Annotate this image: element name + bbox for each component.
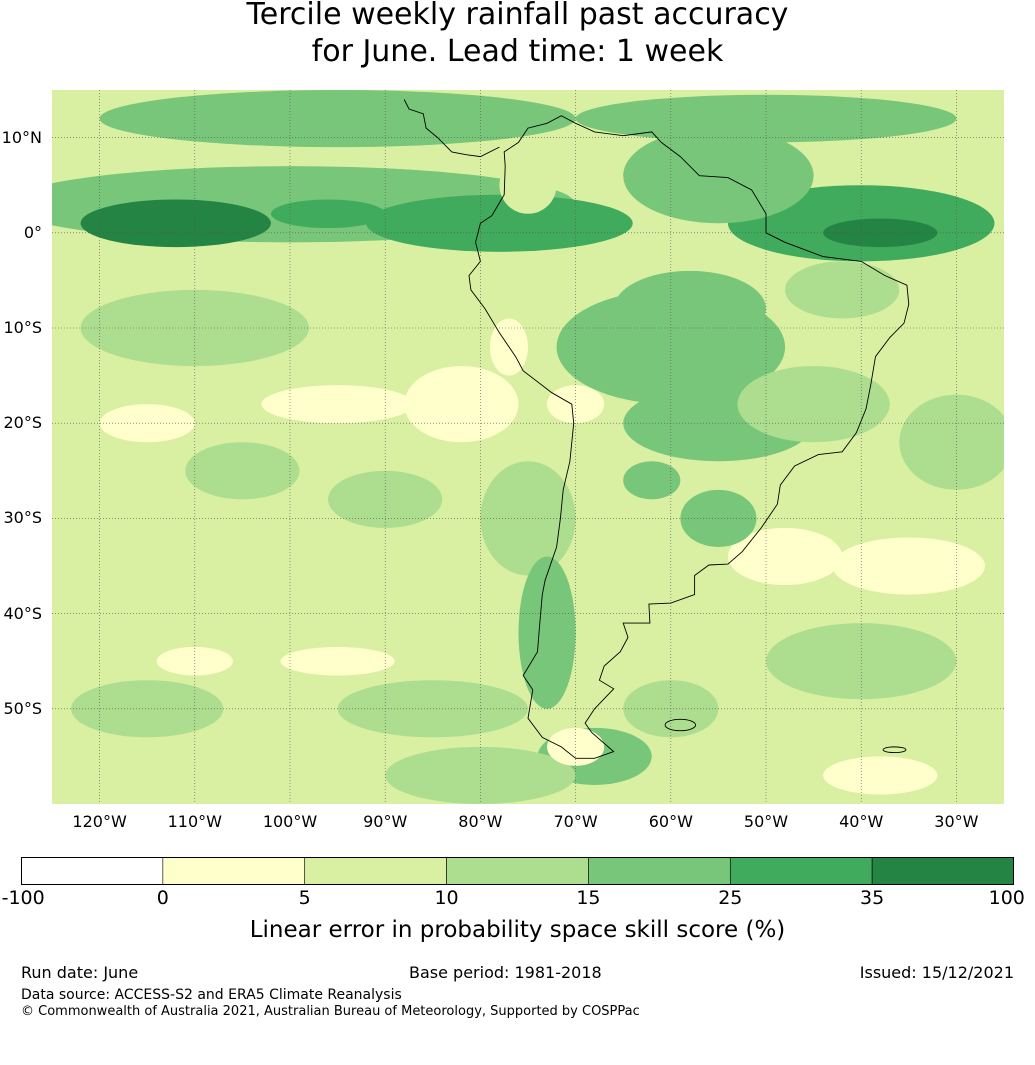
skill-region [80, 199, 271, 248]
colorbar-bin [729, 857, 873, 885]
skill-region [766, 623, 957, 700]
colorbar-bin [446, 857, 589, 885]
colorbar-bin [304, 857, 447, 885]
latitude-label: 0° [23, 222, 42, 242]
skill-region [280, 646, 395, 676]
colorbar-tick-label: -100 [1, 887, 45, 909]
colorbar-tick-label: 10 [434, 887, 459, 909]
longitude-label: 30°W [934, 812, 979, 831]
issued-date: Issued: 15/12/2021 [859, 963, 1014, 982]
chart-title-line-2: for June. Lead time: 1 week [311, 34, 724, 69]
colorbar-tick-label: 0 [156, 887, 169, 909]
latitude-label: 30°S [3, 508, 42, 528]
graticule [52, 90, 1004, 804]
skill-region [575, 94, 957, 143]
skill-region [623, 461, 681, 500]
skill-region [328, 470, 443, 528]
colorbar-bin [588, 857, 731, 885]
longitude-label: 60°W [648, 812, 693, 831]
skill-region [623, 128, 814, 224]
colorbar-bin [871, 857, 1014, 885]
longitude-label: 110°W [167, 812, 222, 831]
skill-region [613, 270, 767, 348]
skill-region [785, 261, 900, 319]
skill-region [185, 442, 300, 500]
skill-region [499, 156, 557, 214]
longitude-label: 90°W [363, 812, 408, 831]
latitude-label: 40°S [3, 603, 42, 623]
skill-region [823, 756, 938, 795]
skill-score-map [52, 90, 1004, 804]
colorbar [21, 857, 1014, 885]
skill-region [261, 385, 414, 424]
skill-region [366, 194, 633, 252]
skill-region [547, 385, 605, 424]
south-america-coastline [468, 115, 910, 759]
skill-region [404, 366, 519, 443]
copyright: © Commonwealth of Australia 2021, Austra… [21, 1004, 640, 1019]
longitude-label: 70°W [553, 812, 598, 831]
latitude-label: 10°N [1, 127, 42, 147]
latitude-label: 50°S [3, 698, 42, 718]
central-america-coastline [403, 99, 500, 158]
longitude-label: 100°W [262, 812, 318, 831]
skill-region [99, 90, 576, 148]
colorbar-tick-label: 35 [860, 887, 885, 909]
longitude-label: 40°W [839, 812, 884, 831]
south-georgia [882, 746, 907, 754]
colorbar-bin [21, 857, 164, 885]
base-period: Base period: 1981-2018 [409, 963, 602, 982]
skill-region [547, 727, 605, 766]
data-source: Data source: ACCESS-S2 and ERA5 Climate … [21, 987, 402, 1003]
latitude-label: 10°S [3, 318, 42, 337]
chart-title-line-1: Tercile weekly rainfall past accuracy [246, 0, 789, 32]
coastline [403, 99, 910, 759]
skill-region [99, 404, 195, 443]
falkland-islands [664, 718, 697, 732]
longitude-label: 50°W [743, 812, 789, 831]
skill-region [832, 537, 985, 595]
longitude-label: 120°W [72, 812, 127, 831]
skill-region [71, 680, 224, 738]
skill-region [480, 461, 576, 576]
skill-region [518, 556, 576, 709]
skill-region [394, 261, 471, 300]
skill-region [385, 746, 576, 804]
run-date: Run date: June [21, 963, 139, 982]
colorbar-tick-label: 5 [298, 887, 311, 909]
colorbar-tick-label: 100 [988, 887, 1025, 909]
colorbar-tick-label: 25 [718, 887, 743, 909]
longitude-label: 80°W [458, 812, 503, 831]
latitude-label: 20°S [3, 413, 42, 433]
colorbar-label: Linear error in probability space skill … [249, 917, 786, 943]
colorbar-tick-label: 15 [576, 887, 601, 909]
skill-region [270, 199, 386, 229]
skill-region [727, 527, 843, 586]
colorbar-bin [162, 857, 306, 885]
skill-region [899, 394, 1004, 490]
skill-region [156, 646, 233, 676]
